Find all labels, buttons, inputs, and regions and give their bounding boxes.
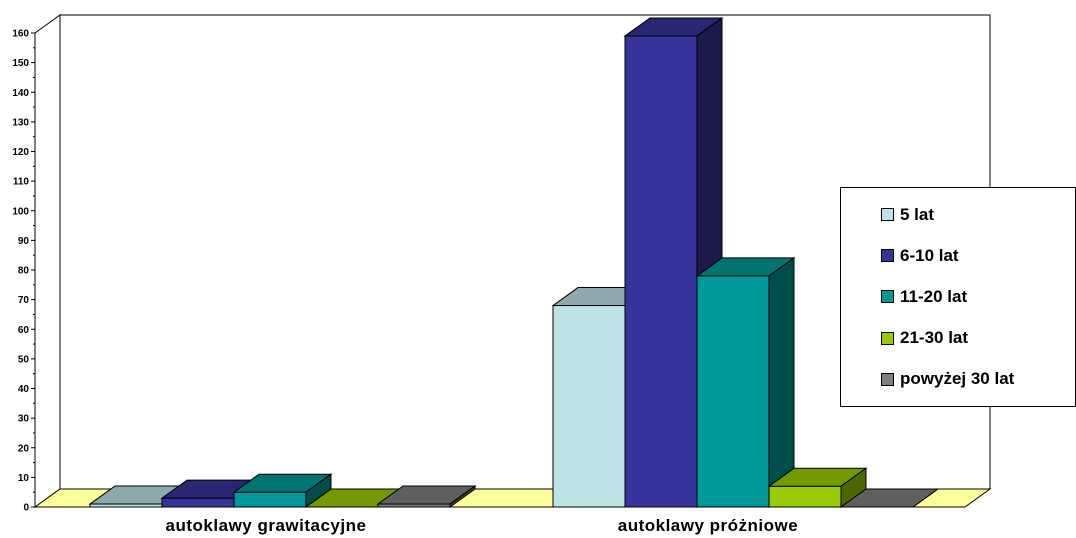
legend-item-powyzej-30-lat: powyżej 30 lat (881, 369, 1075, 389)
bar (232, 473, 333, 508)
legend-item-11-20-lat: 11-20 lat (881, 287, 1075, 307)
legend-swatch-11-20-lat (881, 290, 894, 304)
y-tick-label: 80 (18, 266, 30, 277)
bar-front (233, 491, 307, 508)
legend-label: powyżej 30 lat (900, 369, 1015, 389)
y-tick-label: 110 (13, 177, 30, 188)
legend-item-5-lat: 5 lat (881, 205, 1075, 225)
bar (767, 467, 868, 508)
y-axis: 0 10 20 30 40 50 60 70 80 90 100 110 120 130 140 150 160 (12, 29, 36, 514)
bar-side (449, 485, 476, 508)
y-tick-label: 140 (12, 88, 29, 99)
y-tick-label: 30 (18, 414, 30, 425)
bar-front (552, 305, 626, 508)
y-tick-label: 10 (18, 473, 30, 484)
bar (623, 16, 724, 508)
bars (88, 16, 940, 508)
back-wall (59, 14, 991, 490)
y-tick-label: 40 (18, 384, 30, 395)
y-tick-label: 160 (12, 29, 29, 40)
legend: 5 lat 6-10 lat 11-20 lat 21-30 lat powyż… (840, 187, 1076, 407)
legend-swatch-21-30-lat (881, 331, 894, 345)
y-tick-label: 100 (12, 206, 29, 217)
y-tick-label: 50 (18, 354, 30, 365)
bar-front (768, 485, 842, 508)
bar-front (161, 497, 235, 508)
bar (839, 488, 940, 508)
legend-swatch-6-10-lat (881, 249, 894, 263)
side-wall (34, 14, 61, 508)
x-category-label: autoklawy próżniowe (618, 516, 798, 535)
legend-label: 21-30 lat (900, 328, 969, 348)
y-tick-label: 130 (12, 117, 29, 128)
bar-front (696, 275, 770, 508)
legend-swatch-powyzej-30-lat (881, 372, 894, 386)
category-labels: autoklawy grawitacyjne autoklawy próżniow… (166, 516, 798, 535)
legend-label: 5 lat (900, 204, 935, 224)
legend-item-21-30-lat: 21-30 lat (881, 328, 1075, 348)
bar-side (768, 256, 795, 508)
legend-swatch-5-lat (881, 208, 894, 222)
x-category-label: autoklawy grawitacyjne (166, 516, 367, 535)
legend-label: 11-20 lat (900, 286, 968, 306)
bar-side (912, 488, 939, 508)
y-tick-label: 90 (18, 236, 30, 247)
y-tick-label: 0 (23, 503, 29, 514)
y-tick-label: 120 (12, 147, 29, 158)
bar (376, 485, 477, 508)
legend-item-6-10-lat: 6-10 lat (881, 246, 1075, 266)
y-tick-label: 150 (12, 58, 29, 69)
y-tick-label: 70 (18, 295, 30, 306)
legend-label: 6-10 lat (900, 245, 959, 265)
bar-front (624, 35, 698, 508)
y-tick-label: 60 (18, 325, 30, 336)
bar (695, 256, 796, 508)
y-tick-label: 20 (18, 443, 30, 454)
chart-walls (33, 14, 992, 508)
